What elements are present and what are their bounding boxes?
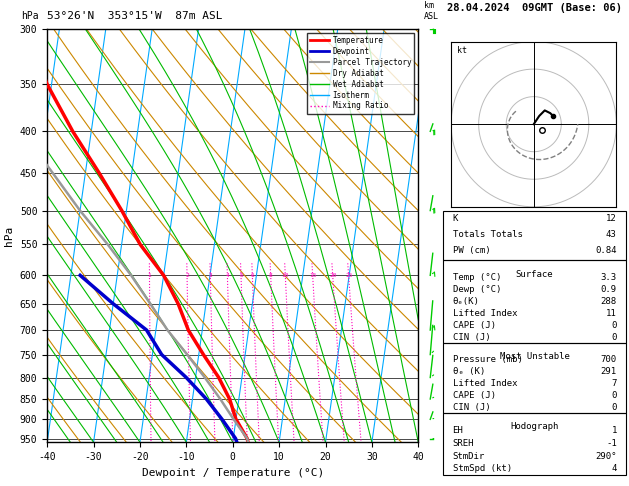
Text: 290°: 290° <box>595 451 617 461</box>
Bar <box>443 260 626 343</box>
Text: kt: kt <box>457 46 467 54</box>
Text: Temp (°C): Temp (°C) <box>453 273 501 282</box>
Text: 11: 11 <box>606 309 617 318</box>
Text: -1: -1 <box>606 439 617 448</box>
Text: StmSpd (kt): StmSpd (kt) <box>453 465 511 473</box>
Text: 8: 8 <box>269 273 272 278</box>
Text: K: K <box>453 214 458 224</box>
Text: 6: 6 <box>250 273 254 278</box>
Bar <box>443 343 626 413</box>
Bar <box>443 413 626 475</box>
Text: 700: 700 <box>601 355 617 364</box>
Text: 0.84: 0.84 <box>595 246 617 255</box>
Text: CAPE (J): CAPE (J) <box>453 321 496 330</box>
Bar <box>443 211 626 260</box>
Y-axis label: hPa: hPa <box>4 226 14 246</box>
Text: 3.3: 3.3 <box>601 273 617 282</box>
Text: Lifted Index: Lifted Index <box>453 309 517 318</box>
Text: Hodograph: Hodograph <box>511 422 559 432</box>
Legend: Temperature, Dewpoint, Parcel Trajectory, Dry Adiabat, Wet Adiabat, Isotherm, Mi: Temperature, Dewpoint, Parcel Trajectory… <box>307 33 415 114</box>
Text: 20: 20 <box>329 273 337 278</box>
Text: CIN (J): CIN (J) <box>453 332 490 342</box>
Text: Most Unstable: Most Unstable <box>499 352 570 361</box>
Text: SREH: SREH <box>453 439 474 448</box>
Text: 0.9: 0.9 <box>601 285 617 294</box>
Text: 12: 12 <box>606 214 617 224</box>
X-axis label: Dewpoint / Temperature (°C): Dewpoint / Temperature (°C) <box>142 468 324 478</box>
Text: 0: 0 <box>611 391 617 400</box>
Text: Lifted Index: Lifted Index <box>453 379 517 388</box>
Text: km
ASL: km ASL <box>424 1 439 21</box>
Text: PW (cm): PW (cm) <box>453 246 490 255</box>
Text: 5: 5 <box>239 273 243 278</box>
Text: hPa: hPa <box>21 11 39 21</box>
Text: 25: 25 <box>345 273 352 278</box>
Text: CIN (J): CIN (J) <box>453 403 490 412</box>
Text: 288: 288 <box>601 296 617 306</box>
Text: 28.04.2024  09GMT (Base: 06): 28.04.2024 09GMT (Base: 06) <box>447 2 622 13</box>
Text: Pressure (mb): Pressure (mb) <box>453 355 523 364</box>
Text: 3: 3 <box>208 273 212 278</box>
Text: 291: 291 <box>601 367 617 376</box>
Text: 4: 4 <box>226 273 230 278</box>
Text: 7: 7 <box>611 379 617 388</box>
Text: Dewp (°C): Dewp (°C) <box>453 285 501 294</box>
Text: Mixing Ratio (g/kg): Mixing Ratio (g/kg) <box>445 188 454 283</box>
Text: 4: 4 <box>611 465 617 473</box>
Text: CAPE (J): CAPE (J) <box>453 391 496 400</box>
Text: Surface: Surface <box>516 270 554 278</box>
Text: 0: 0 <box>611 403 617 412</box>
Text: 10: 10 <box>282 273 289 278</box>
Text: 1: 1 <box>148 273 152 278</box>
Text: Totals Totals: Totals Totals <box>453 230 523 240</box>
Text: 0: 0 <box>611 321 617 330</box>
Text: 15: 15 <box>309 273 316 278</box>
Text: 2: 2 <box>185 273 189 278</box>
Text: 1: 1 <box>611 426 617 435</box>
Text: θₑ (K): θₑ (K) <box>453 367 485 376</box>
Text: 0: 0 <box>611 332 617 342</box>
Text: θₑ(K): θₑ(K) <box>453 296 479 306</box>
Text: StmDir: StmDir <box>453 451 485 461</box>
Text: 53°26'N  353°15'W  87m ASL: 53°26'N 353°15'W 87m ASL <box>47 11 223 21</box>
Text: EH: EH <box>453 426 464 435</box>
Text: 43: 43 <box>606 230 617 240</box>
